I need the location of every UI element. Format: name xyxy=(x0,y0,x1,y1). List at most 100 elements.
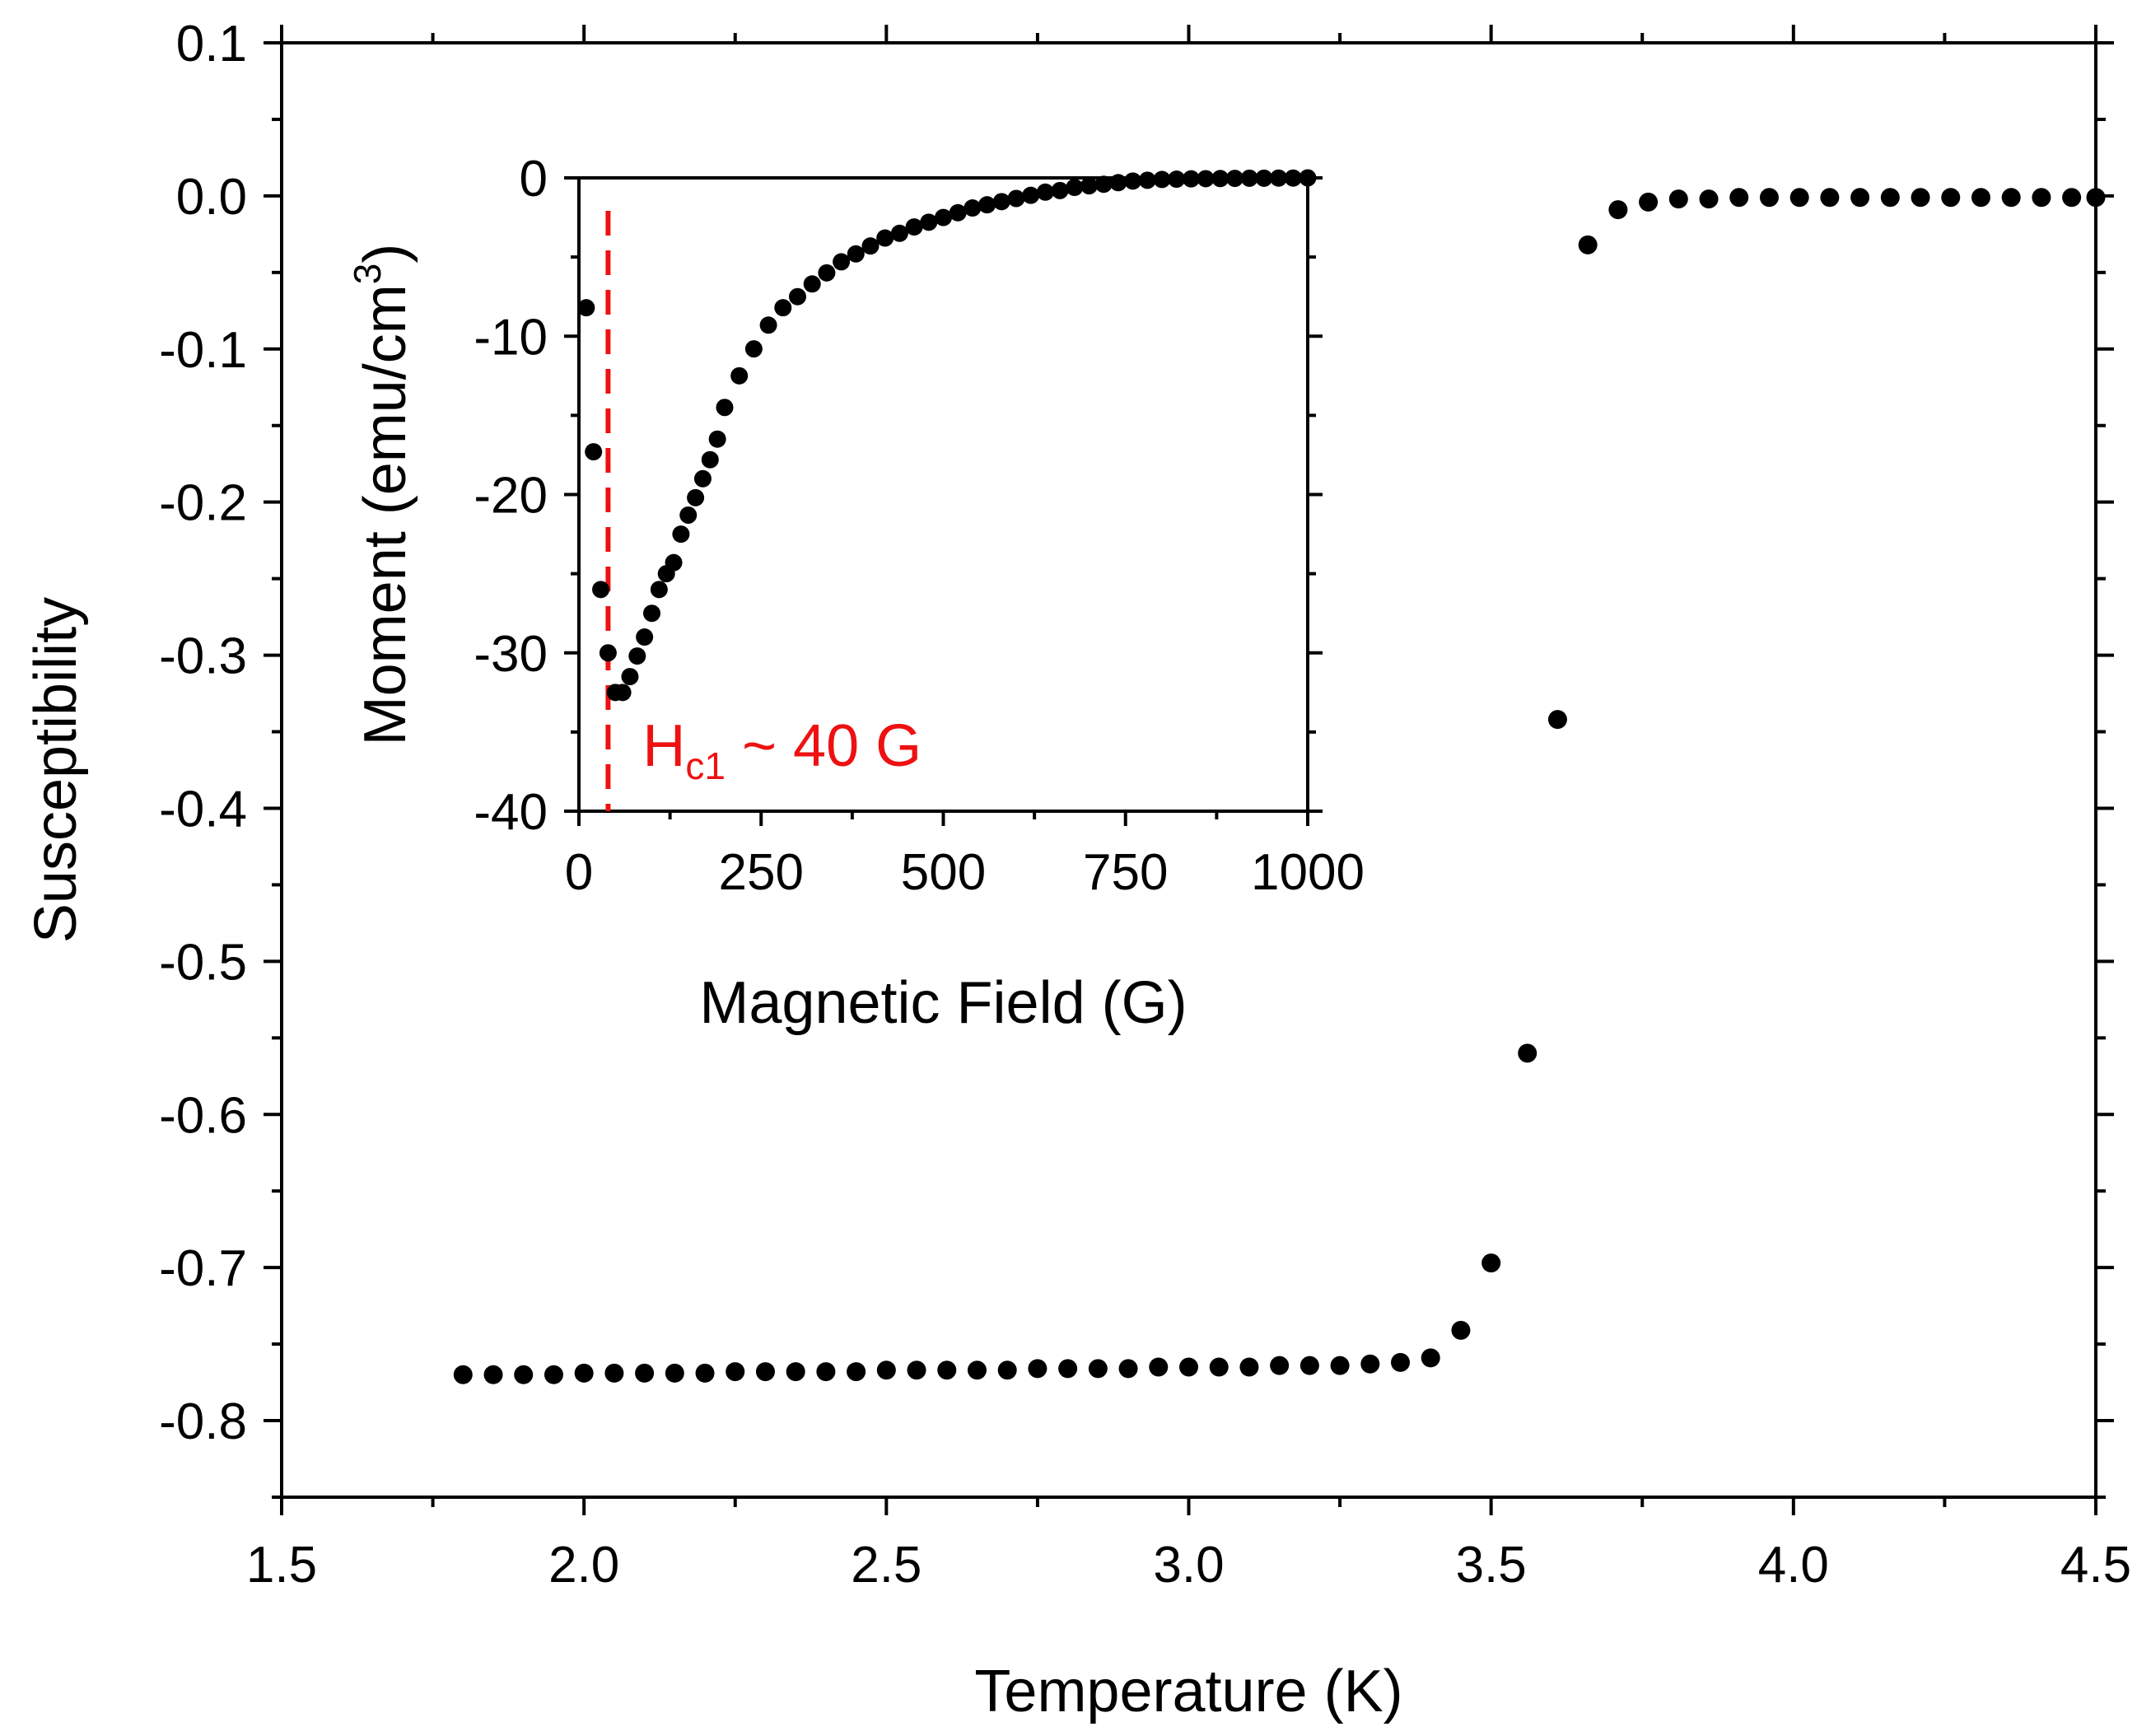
data-point xyxy=(1850,188,1870,208)
inset-data-point xyxy=(621,668,639,686)
inset-data-point xyxy=(628,647,646,665)
x-axis-title: Temperature (K) xyxy=(974,1659,1402,1724)
x-tick-label: 3.0 xyxy=(1153,1537,1224,1594)
data-point xyxy=(514,1365,534,1384)
data-point xyxy=(726,1362,745,1382)
inset-data-point xyxy=(592,581,610,599)
data-point xyxy=(1088,1359,1108,1379)
inset-x-tick-label: 1000 xyxy=(1251,844,1365,901)
data-point xyxy=(1578,235,1598,254)
y-tick-label: -0.2 xyxy=(159,475,247,532)
inset-data-point xyxy=(1124,172,1142,190)
data-point xyxy=(544,1365,563,1384)
data-point xyxy=(907,1360,926,1380)
inset-data-point xyxy=(949,203,967,222)
data-point xyxy=(1209,1357,1229,1377)
data-point xyxy=(1518,1043,1537,1063)
inset-data-point xyxy=(1109,174,1127,192)
inset-data-point xyxy=(1270,169,1288,187)
y-tick-label: -0.8 xyxy=(159,1393,247,1450)
inset-data-point xyxy=(861,237,880,255)
inset-data-point xyxy=(585,443,603,461)
inset-data-point xyxy=(1226,170,1243,188)
inset-data-point xyxy=(708,430,726,448)
inset-data-point xyxy=(672,525,690,544)
data-point xyxy=(2032,188,2051,208)
inset-data-point xyxy=(1153,170,1171,189)
inset-data-point xyxy=(1168,170,1186,189)
inset-data-point xyxy=(1022,186,1040,204)
inset-data-point xyxy=(730,366,749,385)
data-point xyxy=(604,1363,624,1383)
x-tick-label: 1.5 xyxy=(246,1537,317,1594)
data-point xyxy=(1239,1357,1259,1377)
x-tick-label: 4.5 xyxy=(2060,1537,2131,1594)
inset-data-point xyxy=(1051,181,1069,199)
hc1-annotation-subscript: c1 xyxy=(685,744,726,787)
inset-data-point xyxy=(665,553,683,572)
inset-data-point xyxy=(818,264,836,282)
data-point xyxy=(665,1363,684,1383)
data-point xyxy=(1971,188,1990,208)
inset-data-point xyxy=(687,488,705,506)
inset-data-point xyxy=(759,316,777,334)
inset-data-point xyxy=(614,684,632,702)
data-point xyxy=(1759,188,1779,208)
inset-data-point xyxy=(1007,189,1025,208)
data-point xyxy=(453,1365,473,1384)
data-point xyxy=(1668,189,1688,209)
inset-data-point xyxy=(1066,179,1084,197)
inset-data-point xyxy=(1299,169,1317,187)
data-point xyxy=(1789,188,1809,208)
inset-x-tick-label: 750 xyxy=(1083,844,1168,901)
data-point xyxy=(1547,710,1567,730)
inset-data-point xyxy=(643,604,660,623)
inset-x-tick-label: 0 xyxy=(565,844,593,901)
data-point xyxy=(876,1360,896,1380)
inset-y-tick-label: 0 xyxy=(520,151,548,208)
inset-data-point xyxy=(992,193,1010,211)
y-tick-label: -0.5 xyxy=(159,934,247,991)
inset-data-point xyxy=(1211,170,1229,188)
data-point xyxy=(1880,188,1900,208)
data-point xyxy=(1270,1356,1290,1375)
inset-data-point xyxy=(905,218,923,236)
data-point xyxy=(635,1363,655,1383)
inset-data-point xyxy=(774,299,792,317)
data-point xyxy=(1729,188,1749,208)
y-tick-label: 0.0 xyxy=(176,169,247,226)
inset-data-point xyxy=(599,644,617,662)
y-tick-label: -0.4 xyxy=(159,781,247,838)
inset-data-point xyxy=(1182,170,1200,188)
data-point xyxy=(1941,188,1961,208)
data-point xyxy=(937,1360,957,1380)
x-tick-label: 3.5 xyxy=(1456,1537,1527,1594)
inset-y-tick-label: -20 xyxy=(474,468,548,525)
data-point xyxy=(483,1365,503,1384)
inset-data-point xyxy=(701,450,719,469)
inset-data-point xyxy=(876,229,894,247)
data-point xyxy=(2086,188,2106,208)
y-tick-label: -0.1 xyxy=(159,322,247,379)
y-tick-label: -0.3 xyxy=(159,628,247,685)
inset-data-point xyxy=(1080,177,1098,195)
hc1-annotation-main: H xyxy=(642,713,685,779)
y-tick-label: -0.7 xyxy=(159,1240,247,1297)
inset-data-point xyxy=(1284,169,1302,187)
inset-data-point xyxy=(890,224,908,242)
inset-data-point xyxy=(978,196,996,214)
inset-y-tick-label: -40 xyxy=(474,784,548,841)
main-plot: 1.5 2.0 2.5 3.0 3.5 4.0 4.5 0.1 0.0 -0.1 -0.2 -0.3 -… xyxy=(23,16,2131,1724)
inset-data-point xyxy=(1036,183,1054,201)
data-point xyxy=(2062,188,2082,208)
inset-data-point xyxy=(964,199,982,217)
inset-data-point xyxy=(789,287,806,306)
inset-x-tick-label: 500 xyxy=(901,844,986,901)
data-point xyxy=(1330,1356,1350,1375)
inset-data-point xyxy=(679,506,698,524)
inset-data-point xyxy=(847,245,865,263)
data-point xyxy=(816,1362,836,1382)
y-axis-title: Susceptibility xyxy=(23,597,89,943)
inset-data-point xyxy=(935,208,952,226)
